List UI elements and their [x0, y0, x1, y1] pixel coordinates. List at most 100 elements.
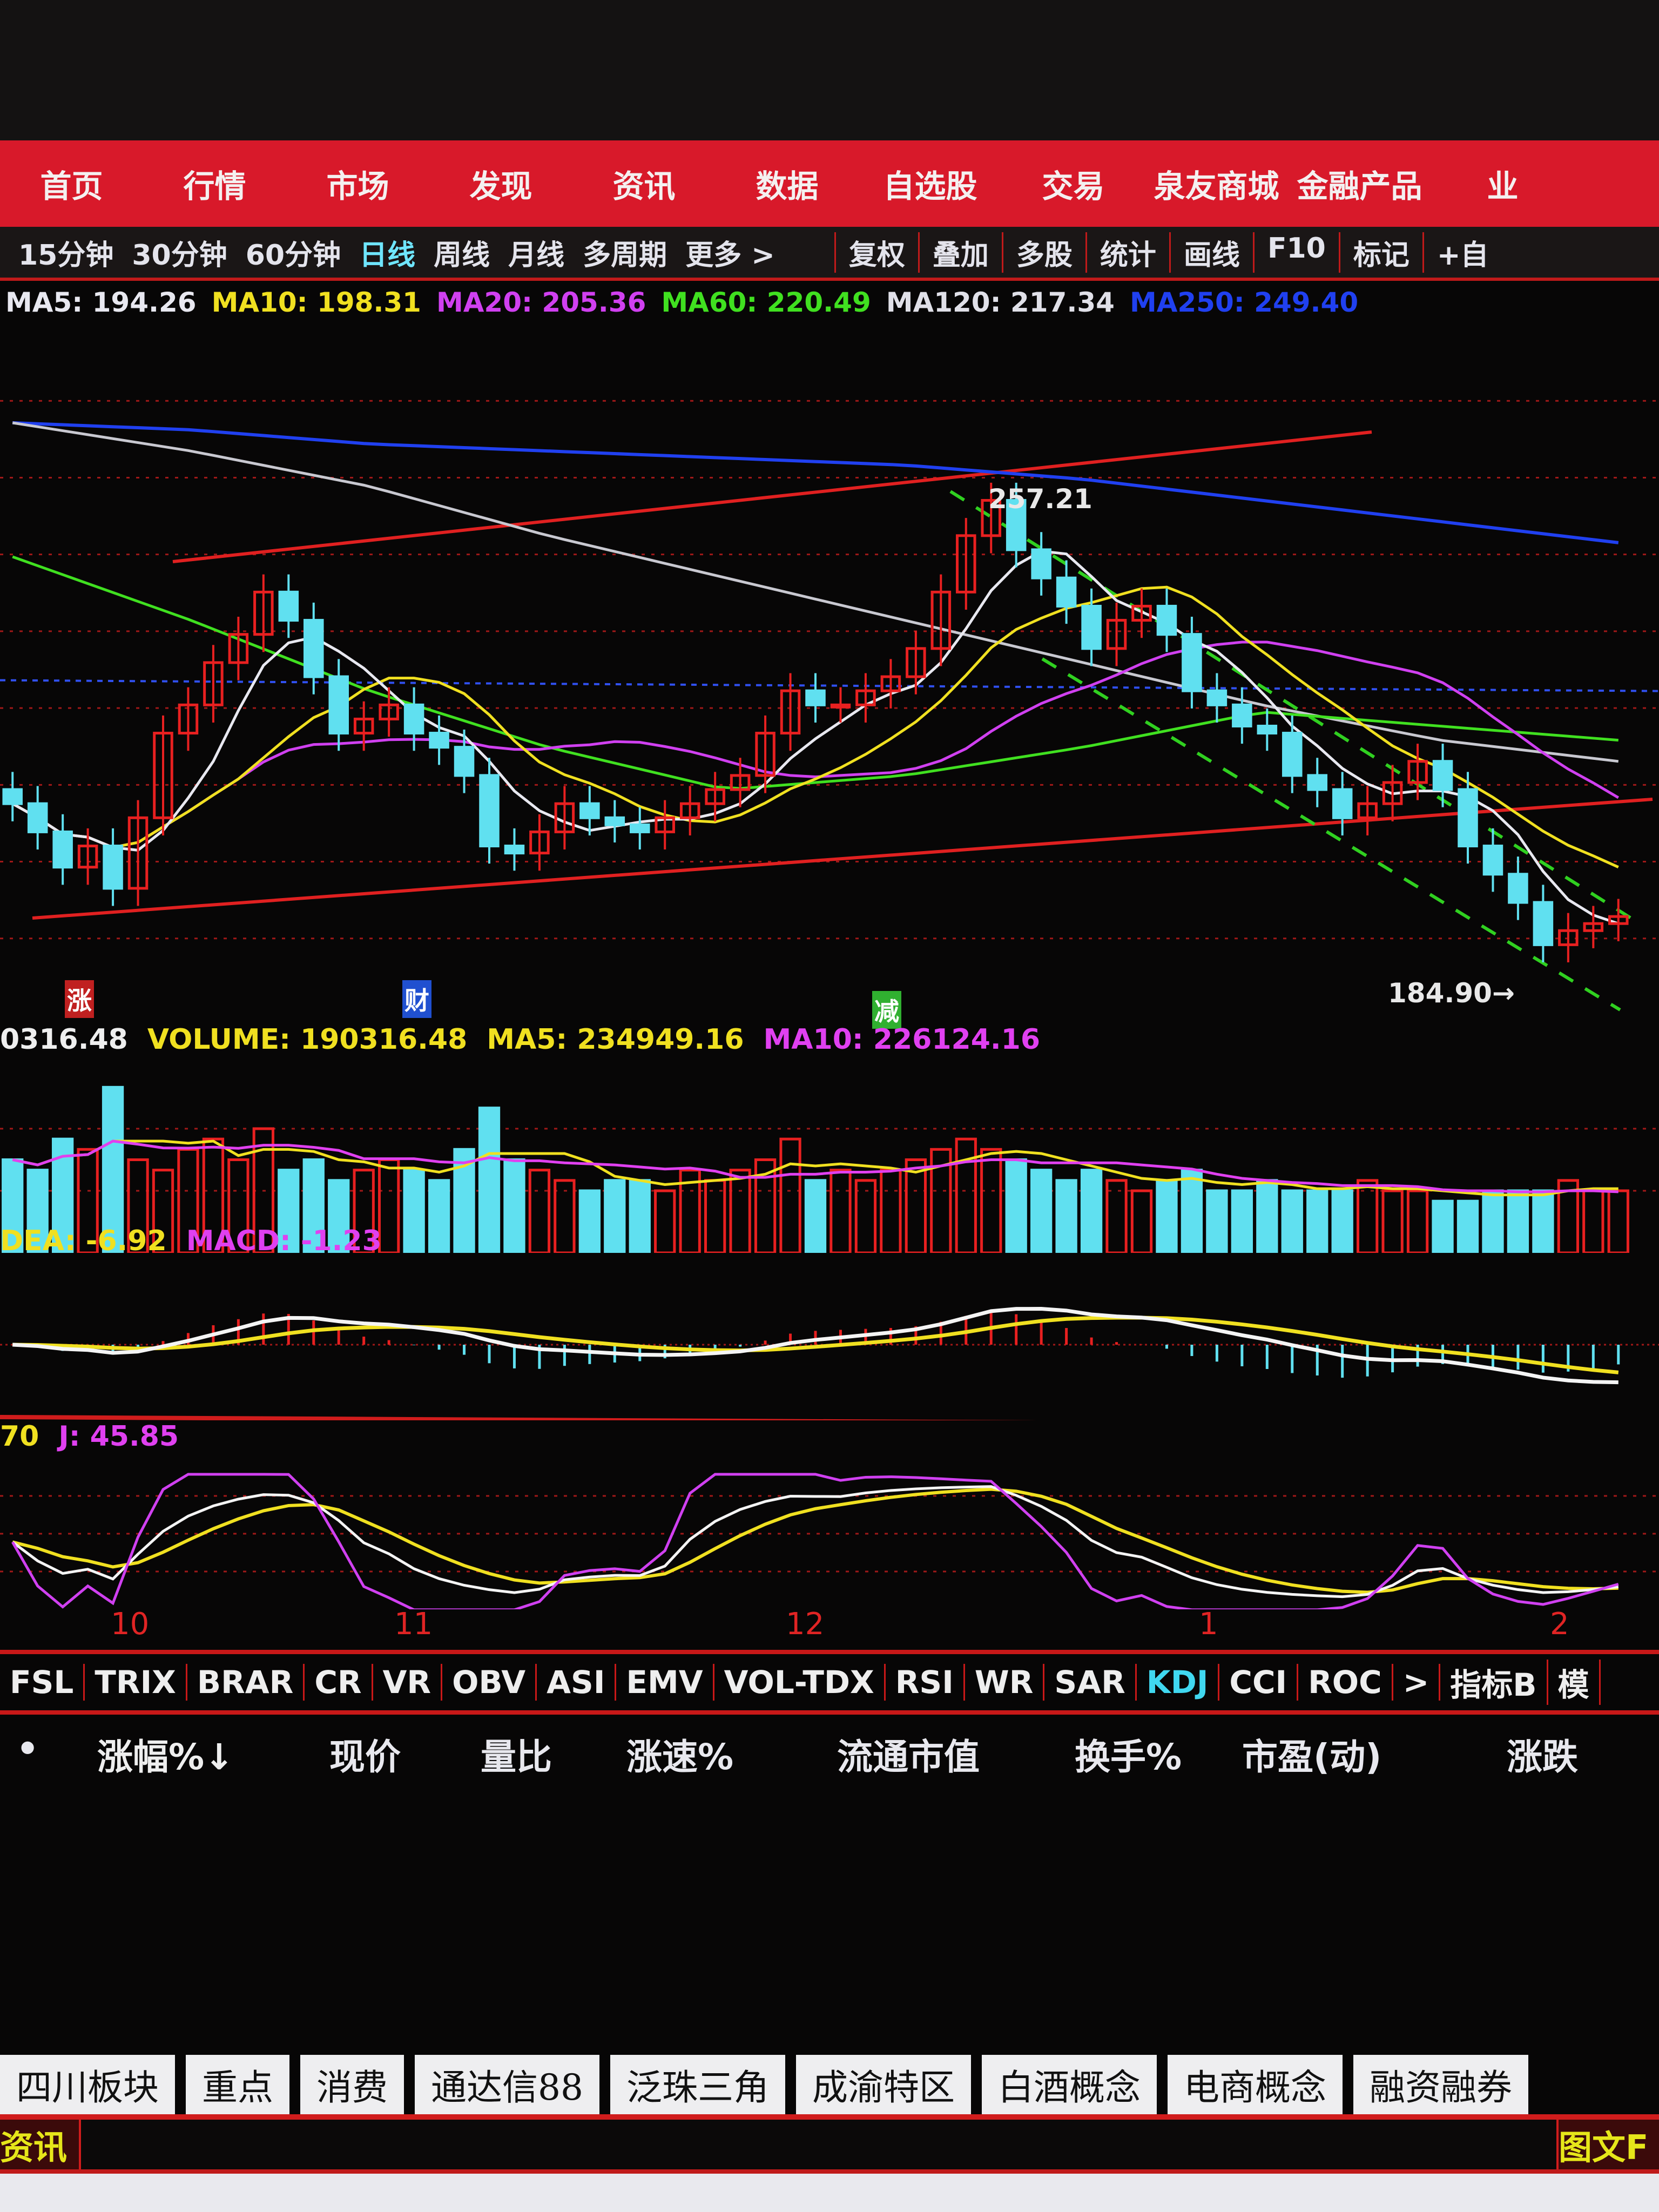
candle[interactable] [178, 687, 199, 751]
sheet-tab[interactable]: 重点 [186, 2055, 289, 2114]
candle[interactable] [1156, 588, 1177, 652]
trend-line[interactable] [949, 490, 1632, 920]
nav-item[interactable]: 金融产品 [1297, 168, 1422, 205]
period-tab[interactable]: 15分钟 [18, 239, 114, 272]
candle[interactable] [504, 828, 525, 871]
indicator-tab[interactable]: ROC [1298, 1664, 1393, 1701]
indicator-tab[interactable]: TRIX [85, 1664, 187, 1701]
candle[interactable] [1508, 857, 1528, 920]
trend-line[interactable] [32, 798, 1653, 920]
indicator-tab[interactable]: BRAR [187, 1664, 305, 1701]
candle[interactable] [1307, 758, 1327, 807]
candle[interactable] [679, 786, 700, 835]
candle[interactable] [755, 715, 775, 793]
candle[interactable] [1382, 765, 1403, 821]
candle[interactable] [403, 687, 424, 751]
tool-button[interactable]: 多股 [1001, 232, 1085, 273]
candle[interactable] [1558, 913, 1579, 963]
sheet-tab[interactable]: 四川板块 [0, 2055, 175, 2114]
candle[interactable] [604, 800, 625, 842]
indicator-tab[interactable]: EMV [616, 1664, 714, 1701]
news-button[interactable]: 资讯 [0, 2120, 81, 2169]
candle[interactable] [630, 807, 650, 850]
trend-line[interactable] [1041, 657, 1621, 1011]
candle[interactable] [1458, 772, 1478, 864]
candle[interactable] [2, 772, 23, 821]
candle[interactable] [1031, 532, 1051, 596]
candle[interactable] [228, 617, 249, 680]
period-tab[interactable]: 多周期 [583, 239, 667, 272]
candle[interactable] [981, 482, 1001, 554]
candle[interactable] [77, 828, 98, 885]
indicator-tab[interactable]: 模 [1548, 1660, 1601, 1705]
column-header[interactable]: 量比 [481, 1736, 552, 1778]
column-header[interactable]: 涨速% [626, 1736, 734, 1778]
period-tab[interactable]: 月线 [508, 239, 565, 272]
nav-item[interactable]: 业 [1487, 168, 1519, 205]
nav-item[interactable]: 市场 [326, 168, 389, 205]
candle[interactable] [153, 715, 173, 835]
indicator-tab[interactable]: OBV [442, 1664, 537, 1701]
period-tab[interactable]: 日线 [359, 239, 416, 272]
indicator-tab[interactable]: ASI [537, 1664, 617, 1701]
candle[interactable] [1006, 482, 1027, 568]
candle[interactable] [52, 814, 73, 885]
column-header[interactable]: 换手% [1075, 1736, 1182, 1778]
candle[interactable] [880, 659, 901, 709]
candle[interactable] [1583, 906, 1604, 948]
candle[interactable] [830, 687, 851, 723]
indicator-tab[interactable]: CR [305, 1664, 373, 1701]
candle[interactable] [930, 574, 952, 666]
sheet-tab[interactable]: 泛珠三角 [610, 2055, 785, 2114]
candle[interactable] [379, 687, 399, 737]
candle[interactable] [1608, 899, 1629, 941]
candle[interactable] [956, 518, 976, 610]
candle[interactable] [1257, 708, 1278, 751]
candle[interactable] [127, 800, 149, 906]
indicator-tab[interactable]: WR [965, 1664, 1045, 1701]
sheet-tab[interactable]: 成渝特区 [795, 2055, 971, 2114]
column-header[interactable]: • [16, 1728, 39, 1770]
period-tab[interactable]: 周线 [434, 239, 490, 272]
candle[interactable] [454, 730, 475, 793]
column-header[interactable]: 市盈(动) [1242, 1736, 1382, 1778]
indicator-tab[interactable]: CCI [1219, 1664, 1299, 1701]
candle[interactable] [554, 786, 575, 850]
sheet-tab[interactable]: 电商概念 [1167, 2055, 1343, 2114]
nav-item[interactable]: 发现 [469, 168, 532, 205]
period-tab[interactable]: 更多 > [685, 239, 775, 272]
indicator-tab[interactable]: RSI [886, 1664, 965, 1701]
event-marker[interactable]: 财 [402, 980, 431, 1018]
candle[interactable] [27, 786, 48, 850]
candle[interactable] [253, 574, 274, 652]
sheet-tab[interactable]: 消费 [300, 2055, 404, 2114]
candle[interactable] [1056, 560, 1077, 624]
candle[interactable] [1407, 744, 1428, 800]
tool-button[interactable]: 复权 [834, 232, 918, 273]
candle[interactable] [1081, 588, 1102, 666]
candle[interactable] [103, 828, 123, 906]
candlestick-chart[interactable] [0, 324, 1659, 1015]
indicator-tab[interactable]: KDJ [1137, 1664, 1220, 1701]
tool-button[interactable]: 画线 [1169, 232, 1253, 273]
event-marker[interactable]: 涨 [65, 980, 94, 1018]
indicator-tab[interactable]: 指标B [1440, 1660, 1548, 1705]
nav-item[interactable]: 资讯 [612, 168, 676, 205]
event-marker[interactable]: 减 [872, 991, 901, 1029]
candle[interactable] [906, 631, 926, 694]
tool-button[interactable]: 统计 [1085, 232, 1169, 273]
sheet-tab[interactable]: 通达信88 [415, 2055, 599, 2114]
sheet-tab[interactable]: 融资融券 [1353, 2055, 1528, 2114]
candle[interactable] [730, 758, 751, 807]
candle[interactable] [780, 673, 801, 751]
graphic-text-button[interactable]: 图文F [1556, 2120, 1659, 2169]
candle[interactable] [429, 715, 449, 765]
candle[interactable] [1482, 828, 1503, 892]
candle[interactable] [479, 758, 500, 864]
indicator-tab[interactable]: VOL-TDX [714, 1664, 886, 1701]
candle[interactable] [579, 786, 600, 835]
candle[interactable] [328, 659, 349, 751]
candle[interactable] [304, 602, 324, 694]
tool-button[interactable]: F10 [1252, 232, 1339, 273]
candle[interactable] [855, 673, 876, 723]
